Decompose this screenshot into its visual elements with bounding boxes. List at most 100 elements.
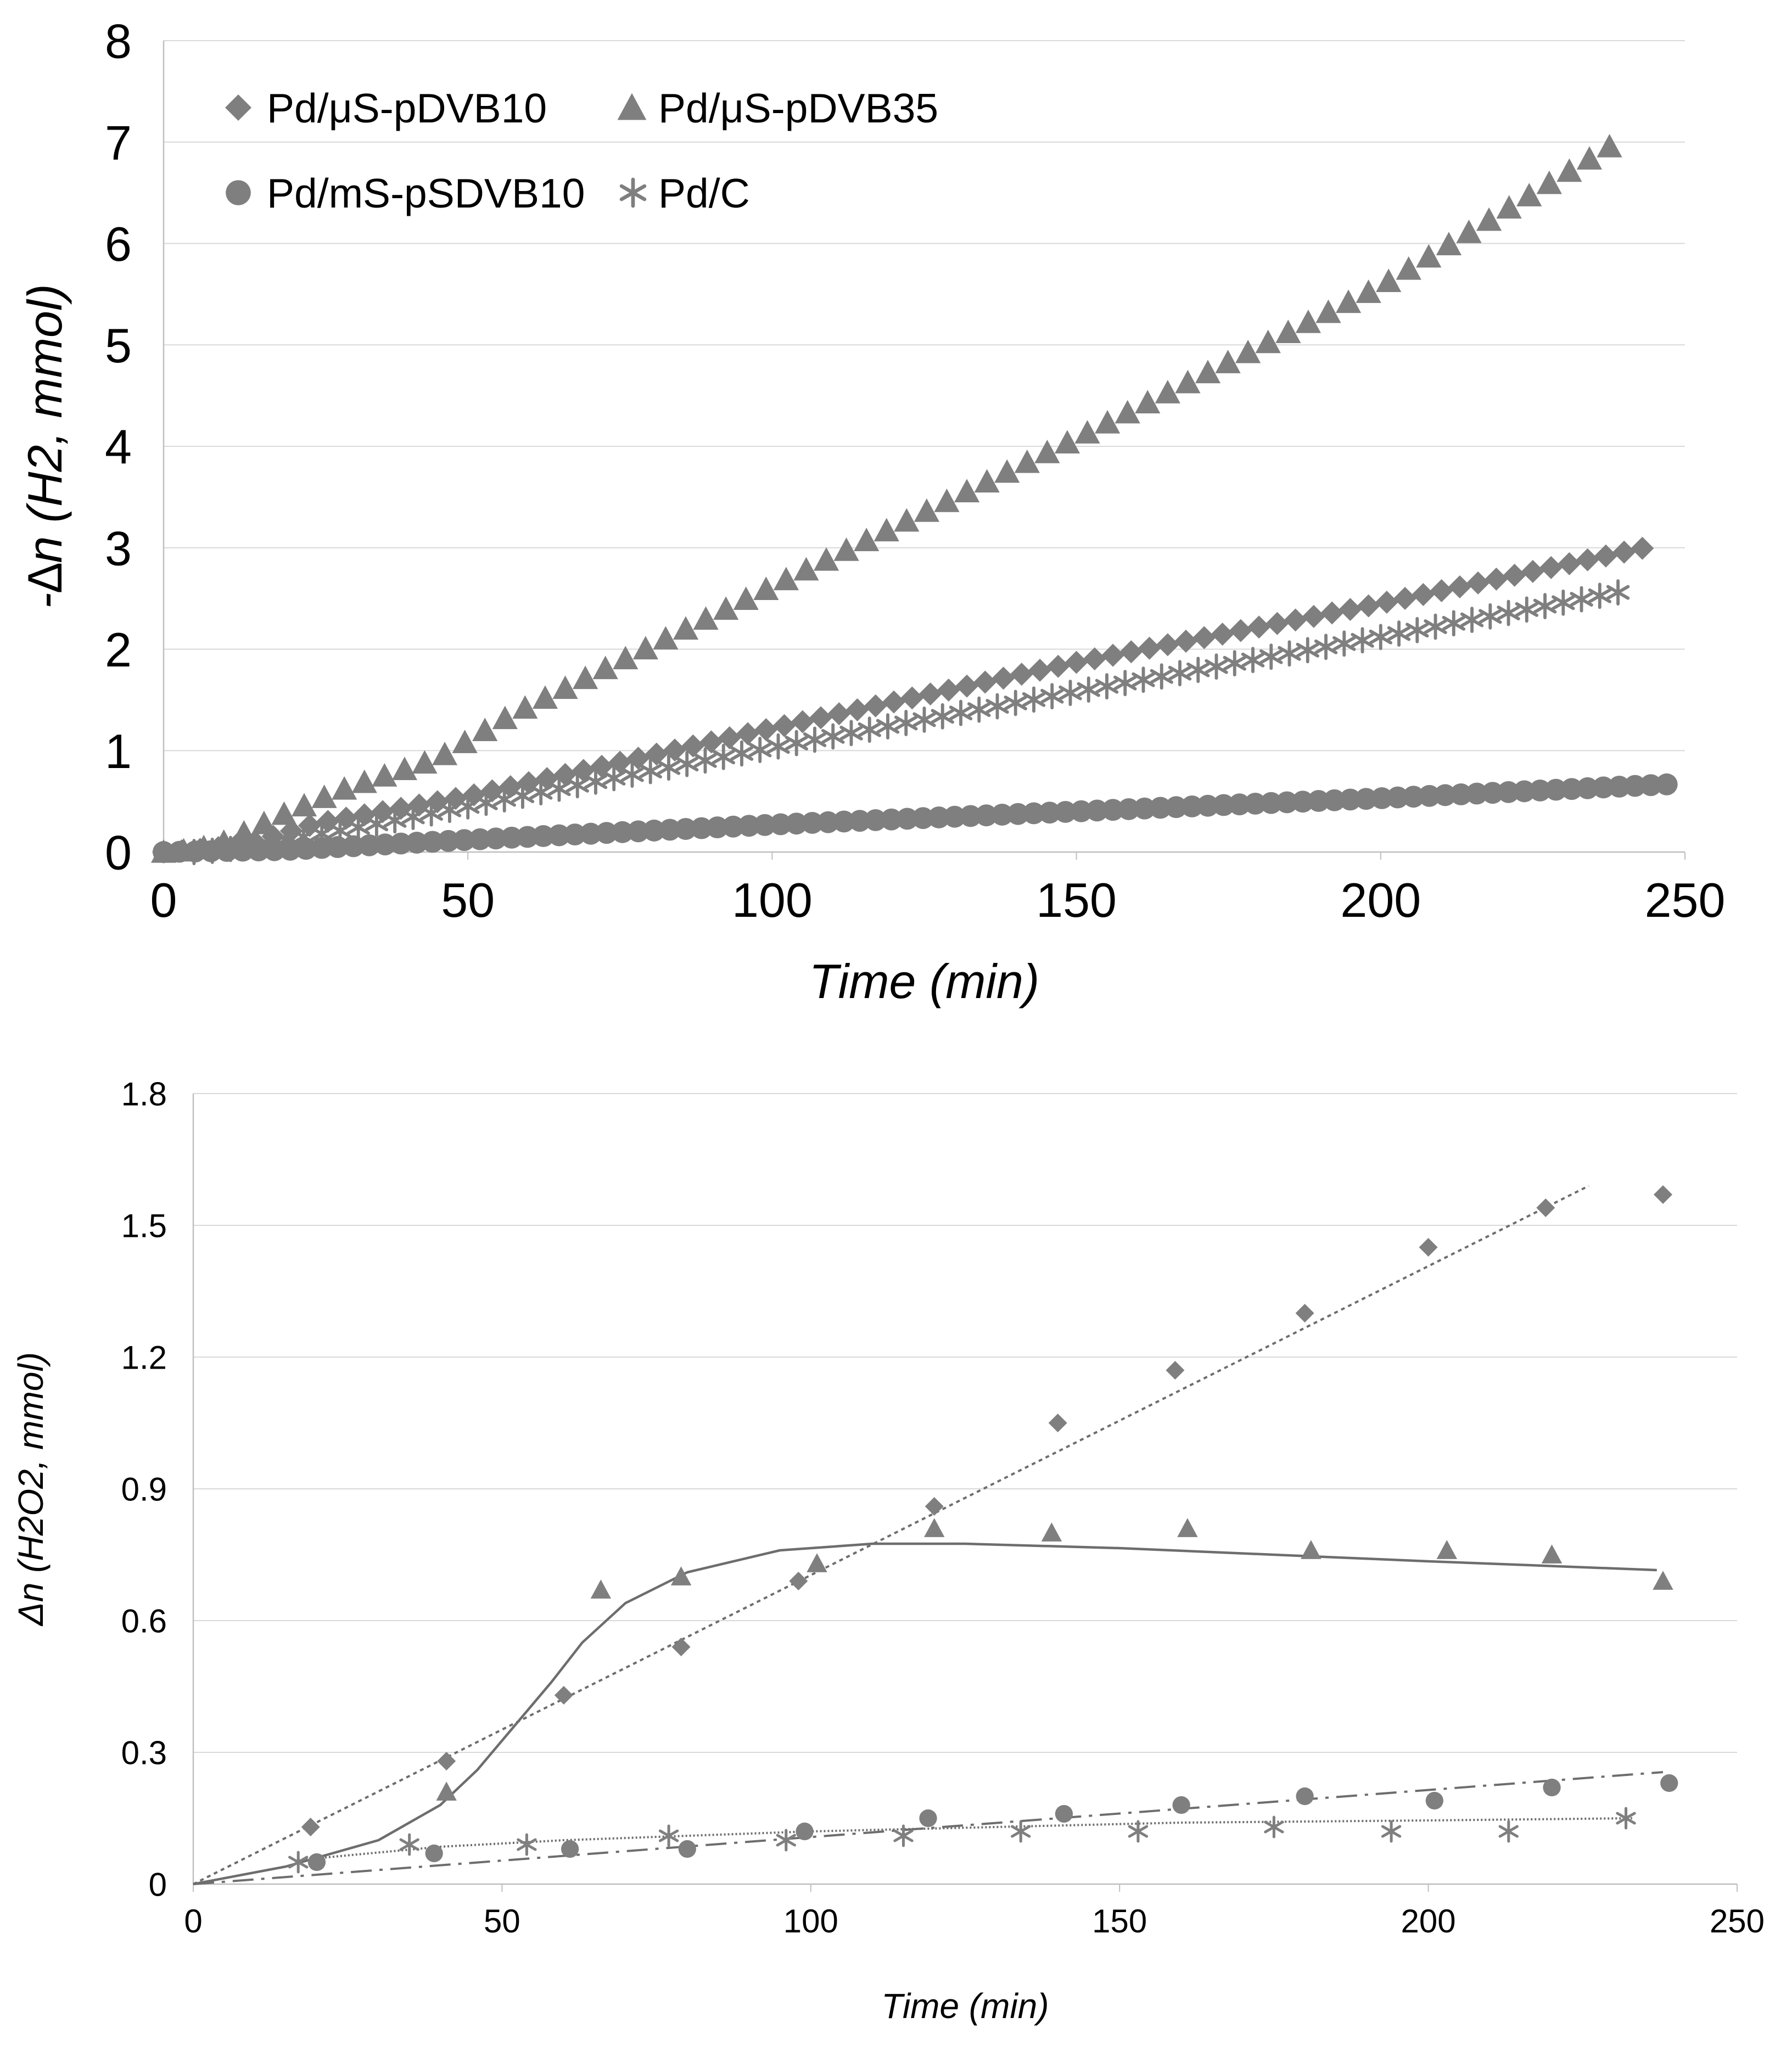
x-axis-label: Time (min) bbox=[881, 1986, 1049, 2026]
data-point bbox=[1101, 643, 1125, 667]
data-point bbox=[407, 793, 431, 817]
data-point bbox=[699, 730, 723, 754]
data-point bbox=[1228, 793, 1251, 816]
data-point bbox=[1503, 563, 1526, 587]
data-point bbox=[1339, 598, 1362, 621]
data-point bbox=[1119, 640, 1143, 664]
data-point bbox=[1533, 593, 1557, 619]
data-point bbox=[462, 783, 486, 806]
data-point bbox=[608, 750, 632, 774]
data-point bbox=[967, 696, 991, 723]
data-point bbox=[1430, 579, 1453, 602]
x-tick-label: 200 bbox=[1340, 873, 1421, 927]
data-point bbox=[1014, 449, 1040, 473]
data-point bbox=[592, 655, 618, 680]
data-point bbox=[1335, 289, 1362, 313]
data-point bbox=[1133, 797, 1156, 820]
data-point bbox=[1197, 794, 1219, 817]
data-point bbox=[444, 787, 468, 810]
data-point bbox=[1631, 536, 1654, 560]
data-point bbox=[1425, 1791, 1443, 1810]
data-point bbox=[1466, 571, 1490, 595]
top-chart-h2-consumption: 0 1 2 3 4 5 6 7 8 0 50 100 150 200 250 Time (min) -∆n (H… bbox=[18, 14, 1725, 1008]
data-point bbox=[1022, 686, 1046, 713]
legend-marker-diamond bbox=[225, 94, 251, 121]
data-point bbox=[1278, 640, 1301, 667]
data-point bbox=[1381, 1820, 1402, 1843]
data-point bbox=[611, 821, 634, 843]
data-point bbox=[548, 824, 570, 847]
data-point bbox=[643, 819, 665, 842]
data-point bbox=[1323, 789, 1346, 811]
data-point bbox=[301, 1818, 320, 1836]
data-point bbox=[1355, 788, 1377, 810]
data-point bbox=[1135, 390, 1161, 414]
data-point bbox=[975, 804, 998, 827]
data-point bbox=[793, 557, 819, 581]
data-point bbox=[1054, 801, 1077, 823]
data-point bbox=[1393, 587, 1417, 610]
data-point bbox=[1172, 1796, 1190, 1814]
data-point bbox=[924, 1518, 945, 1537]
trendline-diamond bbox=[193, 1185, 1589, 1885]
x-tick-label: 250 bbox=[1645, 873, 1726, 927]
data-point bbox=[1038, 802, 1061, 824]
data-point bbox=[1046, 654, 1070, 678]
data-point bbox=[991, 804, 1013, 826]
data-point bbox=[900, 686, 924, 710]
data-point bbox=[1195, 360, 1221, 384]
y-tick-label: 1 bbox=[105, 724, 132, 778]
x-tick-label: 150 bbox=[1036, 873, 1117, 927]
data-point bbox=[1291, 791, 1314, 813]
data-point bbox=[1041, 1522, 1062, 1542]
data-point bbox=[469, 828, 491, 850]
data-point bbox=[389, 797, 413, 820]
data-point bbox=[1255, 329, 1281, 354]
data-point bbox=[748, 737, 772, 763]
data-point bbox=[517, 1833, 537, 1856]
data-point bbox=[358, 834, 380, 856]
data-point bbox=[1529, 780, 1552, 802]
data-point bbox=[231, 820, 257, 844]
data-point bbox=[1265, 612, 1289, 635]
data-point bbox=[316, 810, 340, 833]
data-point bbox=[412, 750, 438, 774]
data-point bbox=[1465, 782, 1488, 805]
data-point bbox=[1223, 650, 1246, 677]
data-point bbox=[480, 779, 504, 803]
data-point bbox=[973, 670, 997, 694]
y-tick-label: 3 bbox=[105, 521, 132, 575]
data-point bbox=[1588, 582, 1612, 609]
data-point bbox=[785, 812, 808, 835]
data-point bbox=[453, 829, 475, 851]
data-point bbox=[813, 547, 839, 571]
data-point bbox=[882, 690, 906, 714]
data-point bbox=[1479, 603, 1502, 630]
legend-marker-triangle bbox=[617, 93, 647, 120]
data-point bbox=[311, 784, 337, 808]
series-triangle bbox=[436, 1518, 1673, 1801]
data-point bbox=[371, 800, 395, 823]
data-point bbox=[1077, 676, 1100, 703]
gridlines bbox=[193, 1093, 1737, 1753]
data-point bbox=[1498, 1820, 1519, 1843]
data-point bbox=[501, 826, 523, 849]
data-point bbox=[595, 822, 618, 844]
data-point bbox=[561, 1840, 579, 1858]
data-point bbox=[1639, 774, 1662, 797]
data-point bbox=[858, 716, 881, 743]
data-point bbox=[876, 713, 900, 740]
data-point bbox=[894, 710, 918, 736]
data-point bbox=[766, 733, 790, 760]
data-point bbox=[1059, 680, 1082, 707]
data-point bbox=[1536, 170, 1562, 194]
data-point bbox=[681, 734, 705, 758]
data-point bbox=[211, 829, 237, 853]
data-point bbox=[1539, 556, 1563, 579]
data-point bbox=[789, 1572, 808, 1590]
data-point bbox=[1481, 782, 1504, 804]
data-point bbox=[1450, 783, 1472, 805]
y-tick-label: 2 bbox=[105, 623, 132, 677]
data-point bbox=[171, 838, 197, 862]
data-point bbox=[1302, 604, 1325, 628]
